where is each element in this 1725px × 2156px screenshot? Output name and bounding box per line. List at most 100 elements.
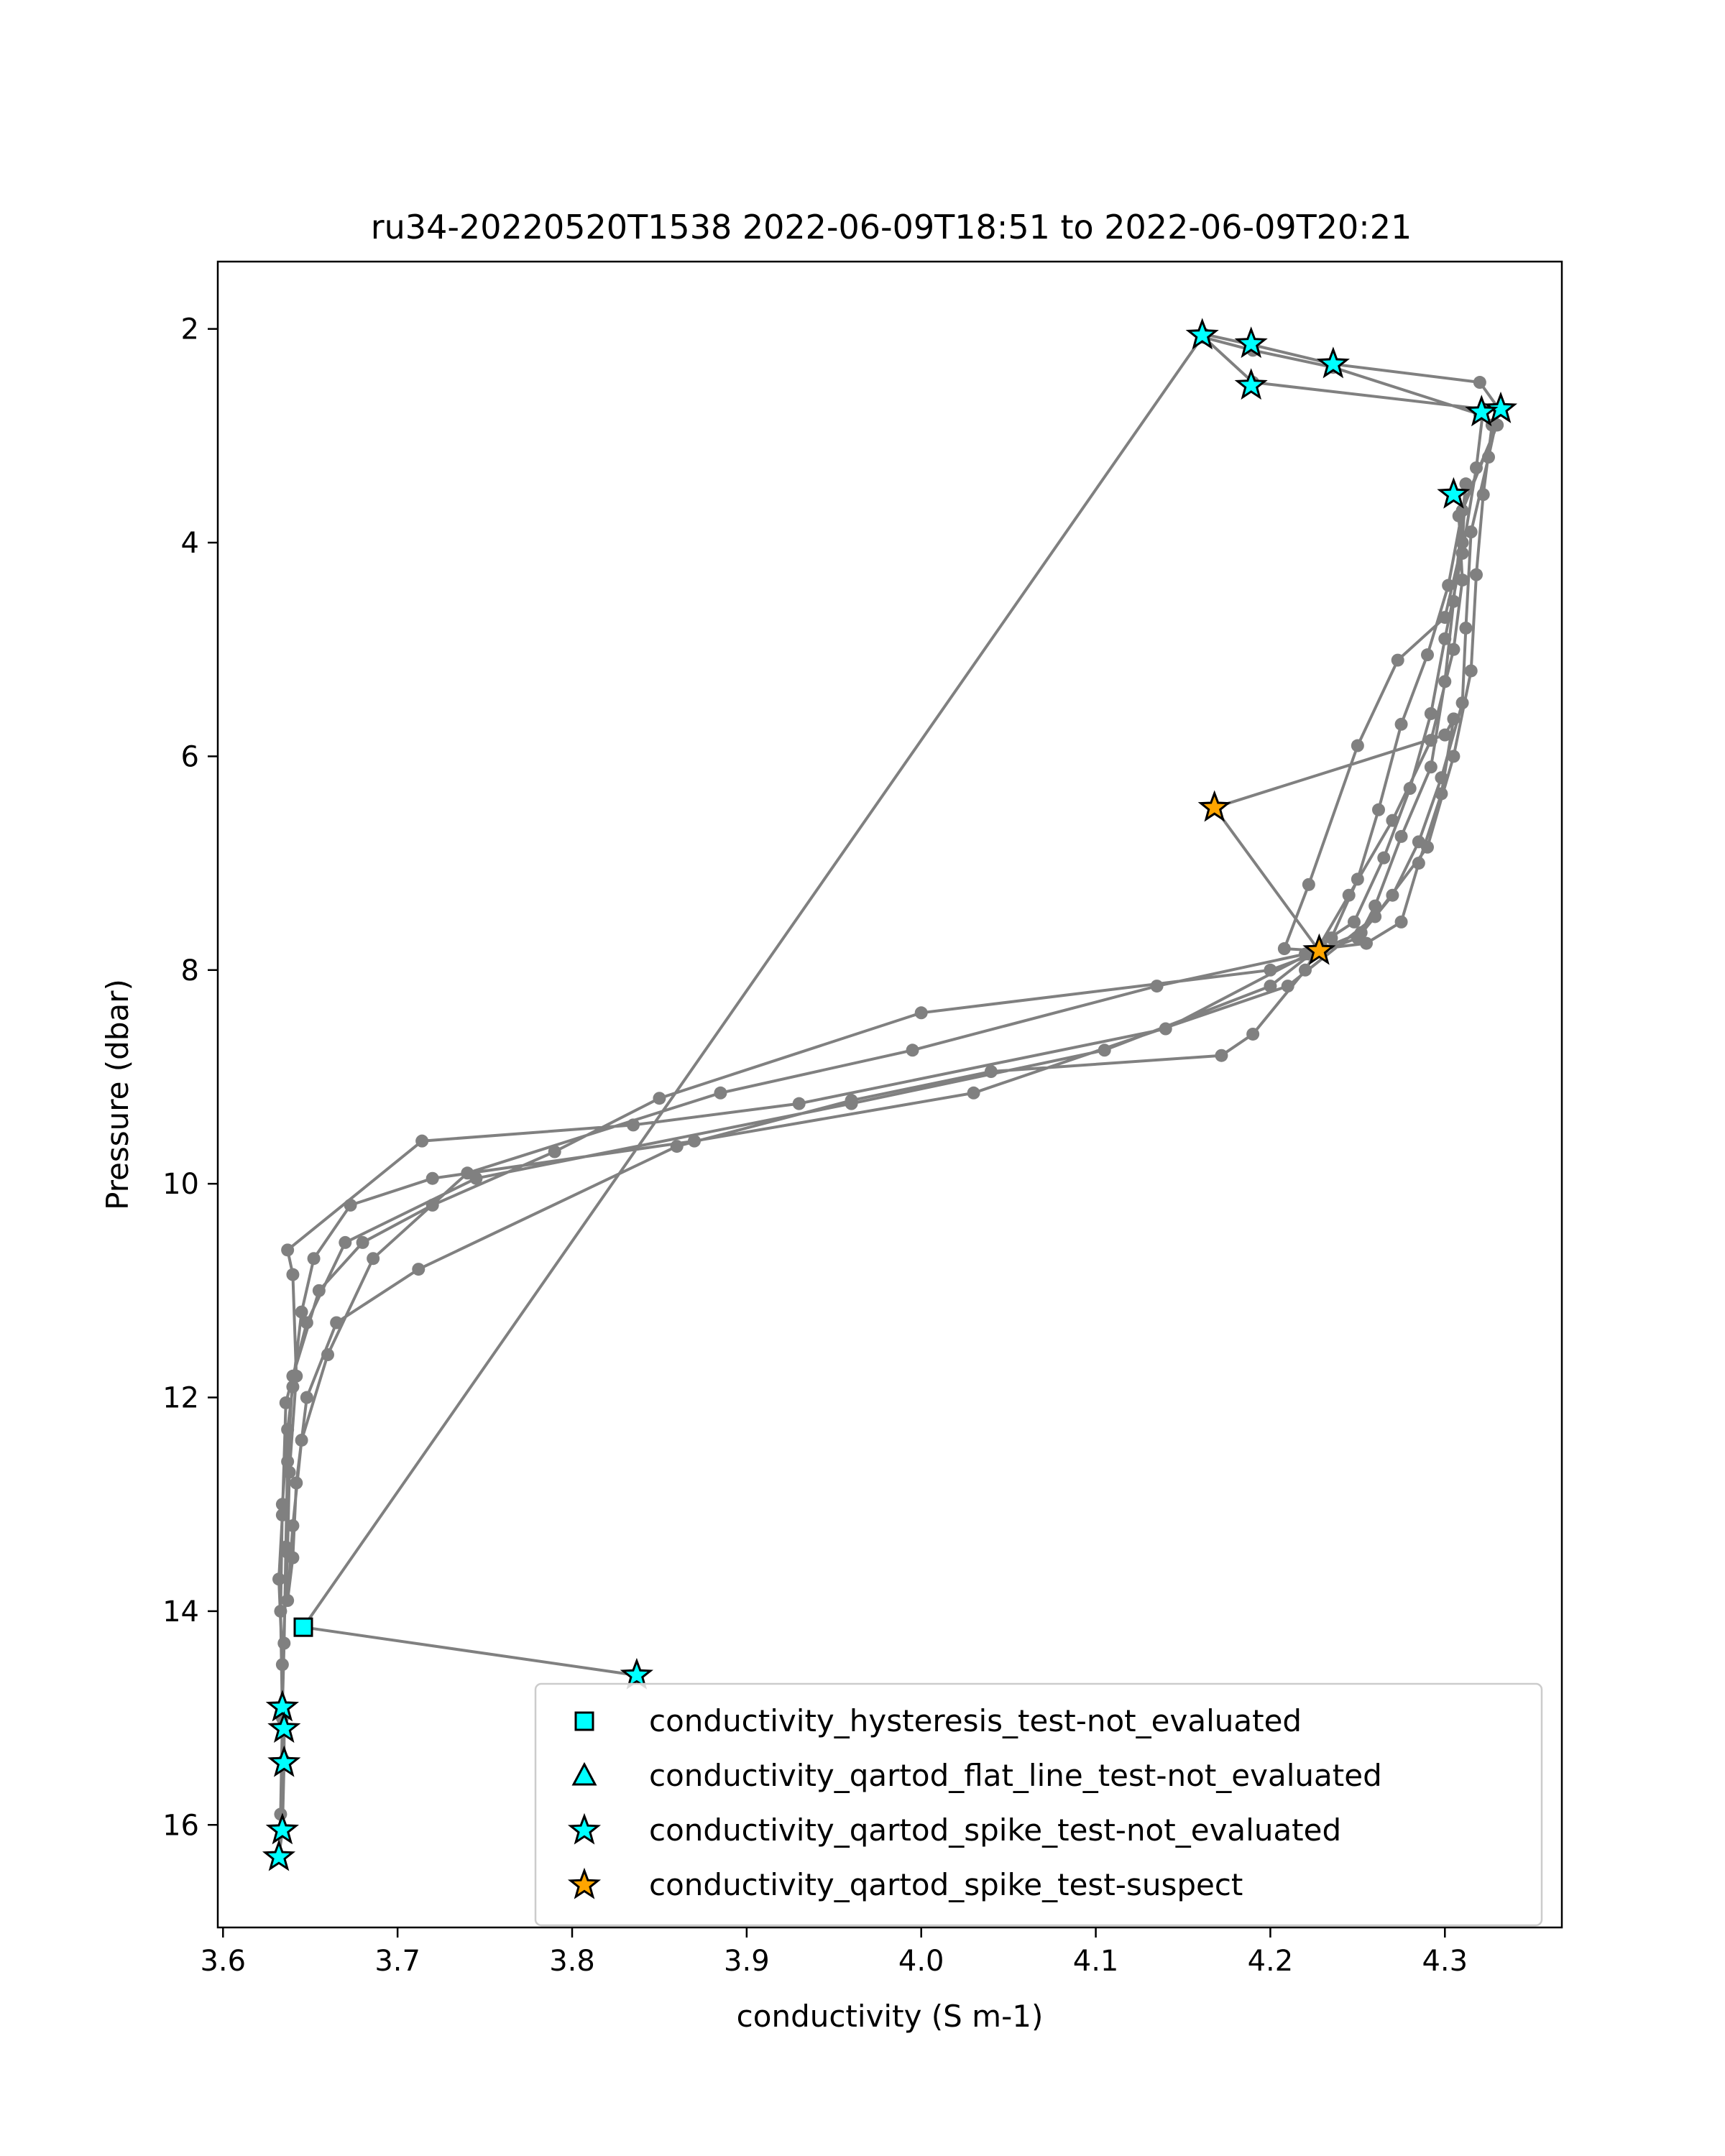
profile-point [1476, 488, 1490, 502]
legend-box [534, 1682, 1543, 1927]
marker-series-2 [1437, 476, 1471, 509]
marker-series-0 [293, 1617, 313, 1637]
profile-point [1368, 910, 1382, 923]
profile-point [1459, 477, 1473, 491]
profile-point [1299, 963, 1312, 977]
profile-point [281, 1423, 295, 1437]
profile-point [1351, 739, 1364, 752]
marker-series-2 [262, 1839, 296, 1871]
profile-point [1438, 675, 1452, 688]
profile-point [1325, 931, 1338, 945]
marker-series-2 [1185, 318, 1219, 350]
profile-point [1421, 840, 1434, 854]
y-tick-label: 16 [162, 1809, 199, 1842]
legend-marker-0 [574, 1711, 594, 1731]
profile-point [1447, 594, 1460, 608]
profile-point [1455, 536, 1469, 550]
profile-point [1455, 546, 1469, 560]
profile-point [1394, 915, 1408, 929]
profile-point [1386, 814, 1399, 827]
y-tick-label: 2 [181, 313, 199, 346]
legend-entry-label: conductivity_qartod_spike_test-not_evalu… [649, 1812, 1341, 1848]
profile-point [281, 1455, 295, 1468]
profile-point [1438, 611, 1452, 625]
profile-point [275, 1498, 289, 1511]
marker-series-2 [1484, 391, 1518, 423]
x-tick-label: 3.9 [724, 1945, 770, 1978]
profile-point [1264, 963, 1277, 977]
x-tick-label: 4.0 [898, 1945, 944, 1978]
profile-point [1412, 857, 1425, 870]
profile-point [1215, 1049, 1228, 1062]
profile-point [290, 1476, 303, 1490]
profile-point [281, 1546, 295, 1560]
profile-point [279, 1396, 293, 1409]
y-axis-label: Pressure (dbar) [100, 979, 135, 1210]
y-tick-label: 10 [162, 1168, 199, 1201]
profile-point [627, 1118, 640, 1132]
profile-point [1438, 632, 1452, 645]
marker-series-2 [620, 1657, 653, 1690]
profile-point [1421, 648, 1434, 662]
marker-series-2 [1316, 346, 1350, 379]
legend-entry-label: conductivity_qartod_spike_test-suspect [649, 1867, 1243, 1902]
x-axis: 3.6 3.7 3.8 3.9 4.0 4.1 4.2 4.3 [200, 1927, 1468, 1978]
profile-point [281, 1243, 295, 1257]
profile-point [792, 1097, 806, 1110]
markers-group [262, 318, 1518, 1871]
profile-point [1424, 760, 1438, 774]
profile-point [307, 1252, 321, 1266]
y-tick-label: 14 [162, 1595, 199, 1628]
profile-point [1464, 525, 1478, 539]
profile-point [290, 1369, 303, 1383]
x-axis-label: conductivity (S m-1) [737, 1999, 1044, 2034]
profile-point [312, 1284, 326, 1297]
marker-series-2 [265, 1812, 299, 1845]
profile-point [344, 1198, 357, 1212]
x-tick-label: 3.6 [200, 1945, 246, 1978]
profile-point [426, 1198, 439, 1212]
profile-point [1354, 926, 1368, 939]
profile-point [300, 1391, 313, 1404]
profile-point [1264, 980, 1277, 993]
profile-point [653, 1092, 666, 1105]
profile-point [1342, 888, 1356, 902]
profile-point [426, 1171, 439, 1185]
profile-point [295, 1305, 308, 1319]
profile-point [412, 1263, 426, 1276]
profile-point [1473, 376, 1486, 390]
profile-point [1491, 418, 1504, 432]
profile-point [1447, 642, 1460, 656]
profile-point [415, 1134, 429, 1148]
profile-point [1150, 980, 1164, 993]
marker-series-2 [267, 1745, 301, 1777]
profile-point [272, 1572, 285, 1586]
legend-entry-label: conductivity_qartod_flat_line_test-not_e… [649, 1758, 1382, 1793]
profile-point [281, 1594, 295, 1608]
y-tick-label: 12 [162, 1382, 199, 1415]
profile-point [984, 1065, 998, 1079]
profile-point [356, 1235, 369, 1249]
profile-point [1351, 872, 1364, 886]
marker-series-2 [267, 1711, 301, 1743]
profile-point [1368, 899, 1382, 913]
profile-point [1464, 664, 1478, 678]
legend-marker-1 [571, 1761, 597, 1786]
profile-point [1435, 771, 1448, 785]
profile-point [330, 1316, 344, 1330]
profile-point [1277, 942, 1291, 956]
profile-point [1438, 728, 1452, 742]
profile-point [1455, 573, 1469, 587]
profile-point [1281, 980, 1294, 993]
profile-point [1302, 877, 1315, 891]
profile-point [1455, 504, 1469, 517]
legend-marker-2 [567, 1812, 602, 1845]
profile-point [1159, 1022, 1172, 1036]
profile-point [1470, 461, 1483, 474]
legend: conductivity_hysteresis_test-not_evaluat… [534, 1682, 1543, 1927]
profile-point [714, 1086, 727, 1100]
marker-series-2 [265, 1690, 299, 1722]
profile-point [548, 1145, 561, 1158]
profile-point [1098, 1044, 1111, 1057]
